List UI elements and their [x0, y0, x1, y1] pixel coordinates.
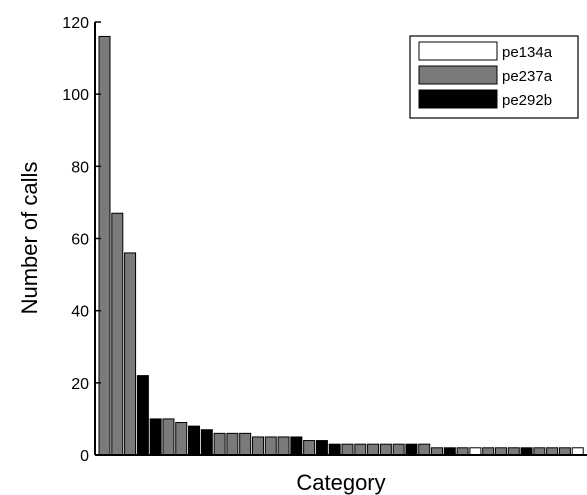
bar-13: [251, 436, 264, 456]
bar-36: [546, 447, 559, 456]
y-tick-label: 20: [71, 376, 89, 393]
bar-4: [136, 375, 149, 456]
legend-swatch-pe237a: [418, 65, 498, 85]
bar-15: [277, 436, 290, 456]
bar-38: [571, 447, 584, 456]
legend-label-pe134a: pe134a: [502, 44, 553, 61]
bar-35: [533, 447, 546, 456]
bar-24: [392, 443, 405, 456]
bar-17: [303, 440, 316, 456]
bar-25: [405, 443, 418, 456]
bar-19: [328, 443, 341, 456]
bars: [98, 35, 584, 456]
bar-9: [200, 429, 213, 456]
y-tick-label: 60: [71, 232, 89, 249]
legend-swatch-pe292b: [418, 89, 498, 109]
bar-31: [482, 447, 495, 456]
bar-1: [98, 35, 111, 456]
bar-5: [149, 418, 162, 456]
legend: pe134a pe237a pe292b: [409, 35, 579, 119]
bar-18: [315, 440, 328, 456]
bar-7: [175, 422, 188, 456]
y-tick-label: 120: [62, 15, 89, 32]
bar-22: [367, 443, 380, 456]
y-tick-label: 0: [80, 448, 89, 465]
bar-26: [418, 443, 431, 456]
y-tick-label: 40: [71, 304, 89, 321]
bar-37: [558, 447, 571, 456]
y-tick-label: 80: [71, 159, 89, 176]
bar-6: [162, 418, 175, 456]
bar-33: [507, 447, 520, 456]
bar-23: [379, 443, 392, 456]
legend-label-pe292b: pe292b: [502, 92, 552, 109]
bar-34: [520, 447, 533, 456]
legend-label-pe237a: pe237a: [502, 68, 553, 85]
bar-3: [124, 252, 137, 456]
bar-16: [290, 436, 303, 456]
bar-27: [431, 447, 444, 456]
y-tick-label: 100: [62, 87, 89, 104]
bar-14: [264, 436, 277, 456]
bar-10: [213, 432, 226, 456]
y-axis-title: Number of calls: [17, 162, 42, 315]
y-ticks: 0 20 40 60 80 100 120: [62, 15, 101, 465]
bar-21: [354, 443, 367, 456]
legend-swatch-pe134a: [418, 41, 498, 61]
bar-8: [188, 425, 201, 456]
bar-29: [456, 447, 469, 456]
bar-2: [111, 212, 124, 456]
bar-11: [226, 432, 239, 456]
bar-28: [443, 447, 456, 456]
bar-20: [341, 443, 354, 456]
bar-30: [469, 447, 482, 456]
bar-12: [239, 432, 252, 456]
x-axis-title: Category: [296, 470, 385, 495]
bar-32: [494, 447, 507, 456]
